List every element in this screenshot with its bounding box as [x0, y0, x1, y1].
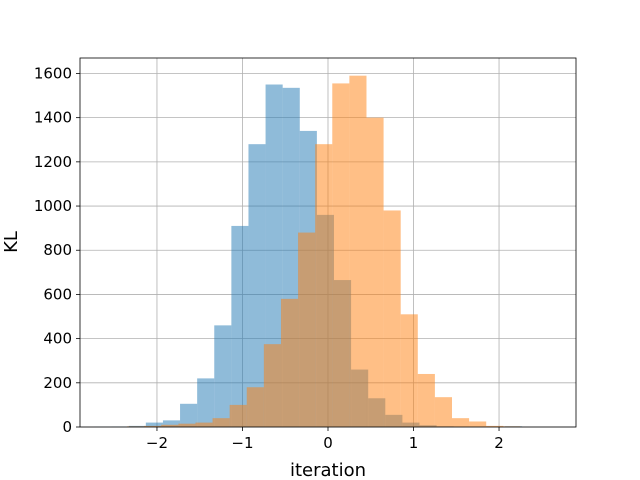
histogram-bar: [452, 418, 470, 427]
x-tick-label: 2: [494, 434, 504, 452]
plot-area: [79, 57, 577, 428]
histogram-bar: [246, 387, 264, 427]
y-axis-ticks: 0 200 400 600 800 1000 1200 1400 1600: [34, 64, 80, 436]
histogram-bar: [231, 225, 249, 427]
histogram-bar: [180, 403, 198, 427]
histogram-bar: [298, 232, 316, 427]
histogram-bar: [178, 423, 196, 427]
histogram-bar: [195, 422, 213, 427]
x-tick-label: −1: [231, 434, 253, 452]
histogram-bar: [383, 210, 401, 427]
x-tick-label: 1: [409, 434, 419, 452]
histogram-bars: [94, 75, 523, 428]
y-tick-label: 0: [62, 418, 72, 436]
histogram-bar: [161, 424, 179, 427]
histogram-bar: [280, 298, 299, 427]
histogram-bar: [162, 420, 181, 427]
y-tick-label: 1600: [34, 64, 72, 82]
histogram-bar: [434, 397, 452, 427]
histogram-bar: [400, 314, 418, 427]
histogram-bar: [144, 425, 162, 427]
x-axis-ticks: −2 −1 0 1 2: [146, 427, 504, 452]
y-tick-label: 800: [43, 241, 72, 259]
y-tick-label: 200: [43, 374, 72, 392]
histogram-bar: [197, 378, 215, 427]
histogram-bar: [366, 117, 384, 427]
y-tick-label: 400: [43, 330, 72, 348]
histogram-bar: [263, 344, 281, 427]
series-1-bars: [127, 75, 521, 428]
histogram-bar: [145, 422, 163, 427]
histogram-bar: [486, 425, 504, 427]
histogram-bar: [417, 373, 435, 427]
x-tick-label: −2: [146, 434, 168, 452]
histogram-bar: [315, 144, 333, 427]
histogram-bar: [214, 325, 232, 427]
y-tick-label: 1400: [34, 109, 72, 127]
histogram-bar: [212, 418, 230, 427]
histogram-bar: [469, 421, 487, 427]
histogram-bar: [265, 84, 283, 428]
histogram-bar: [332, 83, 350, 427]
histogram-bar: [248, 144, 266, 427]
y-tick-label: 600: [43, 285, 72, 303]
y-tick-label: 1200: [34, 153, 72, 171]
x-axis-label: iteration: [290, 460, 366, 480]
y-tick-label: 1000: [34, 197, 72, 215]
x-tick-label: 0: [323, 434, 333, 452]
y-axis-label: KL: [1, 231, 22, 253]
histogram-bar: [349, 75, 367, 428]
histogram-bar: [229, 404, 247, 427]
